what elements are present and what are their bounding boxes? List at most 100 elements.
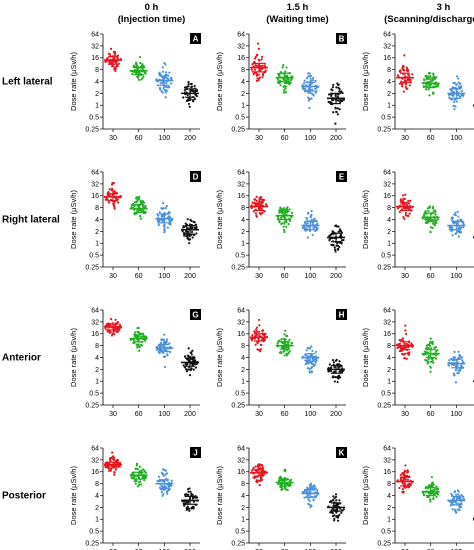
data-point bbox=[452, 221, 455, 224]
data-point bbox=[304, 363, 307, 366]
data-point bbox=[290, 211, 294, 215]
data-point bbox=[285, 66, 288, 69]
x-tick-label: 60 bbox=[427, 273, 435, 280]
data-point bbox=[399, 349, 402, 353]
data-point bbox=[310, 218, 314, 221]
data-point bbox=[111, 332, 114, 336]
data-point bbox=[340, 230, 343, 233]
panel-label-badge bbox=[190, 171, 201, 182]
data-point bbox=[109, 47, 113, 50]
data-point bbox=[401, 347, 404, 350]
data-point bbox=[193, 221, 196, 224]
data-point bbox=[332, 508, 336, 512]
data-point bbox=[190, 492, 193, 495]
data-point bbox=[159, 82, 162, 85]
data-point bbox=[404, 329, 407, 332]
data-point bbox=[283, 470, 287, 473]
data-point bbox=[305, 354, 308, 357]
data-point bbox=[405, 357, 408, 360]
data-point bbox=[453, 81, 456, 85]
data-point bbox=[143, 201, 146, 204]
data-point bbox=[256, 53, 259, 56]
data-point bbox=[191, 89, 194, 92]
data-point bbox=[160, 491, 164, 494]
y-tick-label: 1 bbox=[95, 241, 99, 248]
row-label: Anterior bbox=[2, 353, 41, 364]
data-point bbox=[259, 64, 262, 68]
data-point bbox=[311, 233, 314, 237]
data-point bbox=[436, 487, 439, 490]
data-point bbox=[106, 57, 109, 60]
data-point bbox=[333, 380, 336, 383]
y-tick-label: 32 bbox=[91, 457, 99, 464]
data-point bbox=[187, 359, 190, 362]
data-point bbox=[451, 94, 455, 97]
data-point bbox=[107, 201, 111, 204]
data-point bbox=[166, 86, 170, 89]
data-point bbox=[406, 483, 409, 486]
data-point bbox=[161, 201, 165, 205]
data-point bbox=[257, 77, 260, 81]
data-point bbox=[287, 352, 290, 355]
data-point bbox=[329, 500, 333, 503]
data-point bbox=[264, 203, 268, 206]
data-point bbox=[457, 235, 460, 238]
column-title-time: 0 h bbox=[145, 2, 159, 13]
data-point bbox=[133, 205, 136, 208]
x-tick-label: 100 bbox=[450, 411, 462, 418]
data-point bbox=[405, 66, 408, 69]
data-point bbox=[458, 354, 461, 357]
data-point bbox=[196, 496, 199, 499]
data-point bbox=[407, 346, 410, 349]
data-point bbox=[163, 231, 166, 234]
data-point bbox=[401, 194, 405, 197]
data-point bbox=[193, 84, 196, 88]
y-tick-label: 8 bbox=[95, 481, 99, 488]
data-point bbox=[187, 85, 190, 88]
data-point bbox=[336, 519, 340, 522]
y-tick-label: 0.5 bbox=[235, 253, 245, 260]
data-point bbox=[307, 72, 310, 75]
data-point bbox=[284, 70, 287, 73]
data-point bbox=[183, 86, 187, 89]
data-point bbox=[435, 85, 438, 88]
data-point bbox=[312, 94, 315, 97]
data-point bbox=[276, 342, 279, 345]
data-point bbox=[190, 353, 193, 356]
data-point bbox=[454, 105, 457, 108]
data-point bbox=[259, 479, 262, 482]
data-point bbox=[111, 187, 114, 190]
data-point bbox=[462, 222, 465, 226]
data-point bbox=[337, 225, 340, 228]
data-point bbox=[314, 91, 317, 94]
y-tick-label: 4 bbox=[387, 355, 391, 362]
data-point bbox=[163, 89, 167, 92]
data-point bbox=[406, 478, 410, 481]
data-point bbox=[254, 343, 257, 346]
data-point bbox=[408, 84, 411, 87]
data-point bbox=[112, 204, 116, 208]
row-label: Right lateral bbox=[2, 215, 60, 226]
data-point bbox=[402, 197, 405, 200]
data-point bbox=[189, 82, 193, 86]
data-point bbox=[278, 209, 281, 212]
data-point bbox=[283, 230, 286, 234]
data-point bbox=[316, 491, 319, 494]
data-point bbox=[435, 76, 438, 79]
data-point bbox=[135, 196, 138, 199]
data-point bbox=[282, 337, 285, 340]
x-tick-label: 30 bbox=[109, 135, 117, 142]
panel-label-badge bbox=[336, 171, 347, 182]
data-point bbox=[430, 476, 433, 479]
y-axis-title: Dose rate (μSv/h) bbox=[69, 52, 78, 111]
data-point bbox=[404, 464, 407, 467]
data-point bbox=[334, 376, 337, 379]
data-point bbox=[404, 324, 407, 327]
data-point bbox=[104, 198, 107, 201]
data-point bbox=[107, 191, 110, 194]
data-point bbox=[308, 106, 311, 110]
y-tick-label: 4 bbox=[241, 493, 245, 500]
data-point bbox=[186, 218, 189, 221]
data-point bbox=[436, 493, 439, 496]
y-tick-label: 1 bbox=[387, 103, 391, 110]
